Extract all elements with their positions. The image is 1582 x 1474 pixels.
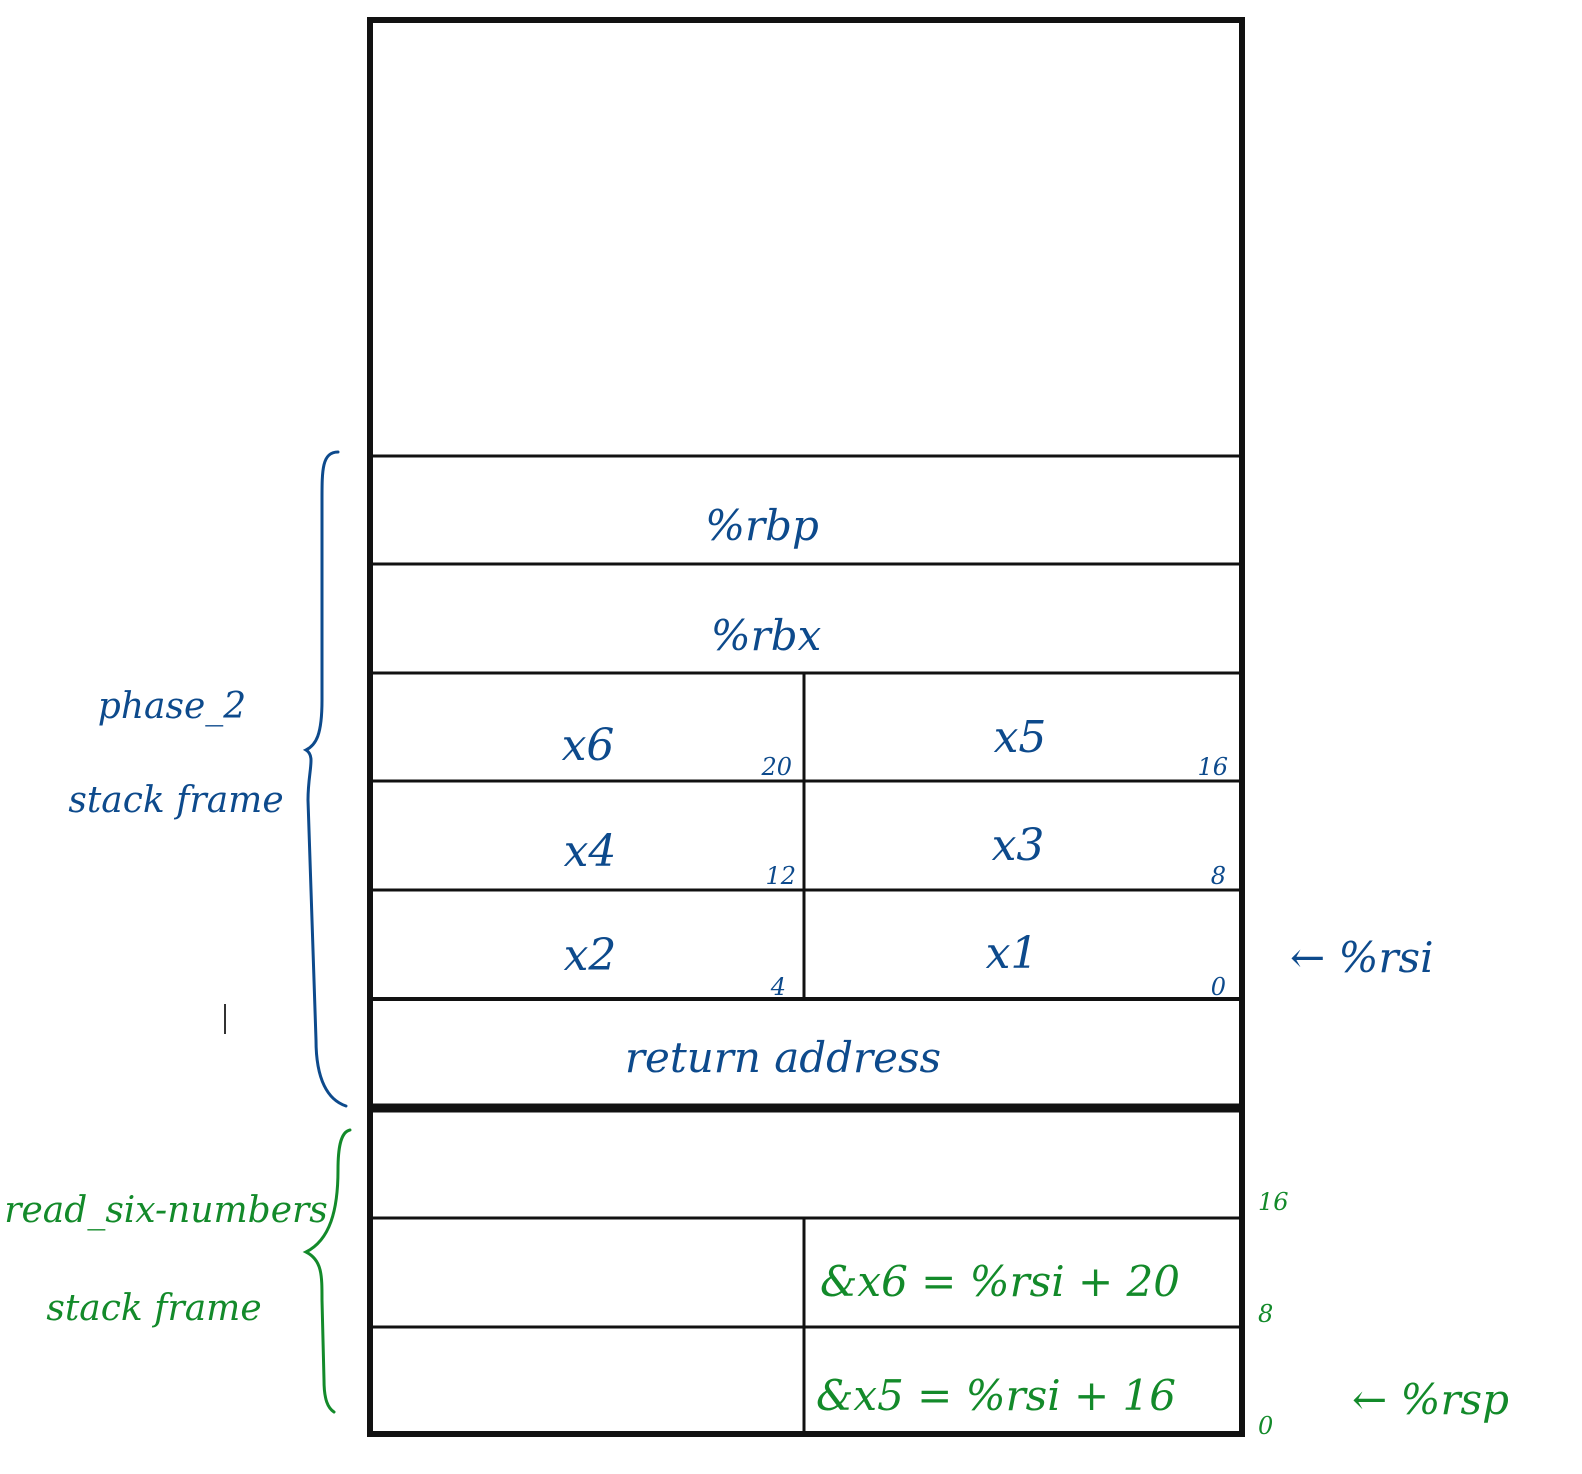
- rsn-offset-8: 8: [1258, 1300, 1273, 1328]
- phase2-frame-label-2: stack frame: [68, 780, 283, 821]
- rsn-frame-label-2: stack frame: [46, 1288, 261, 1329]
- offset-12: 12: [765, 862, 796, 890]
- x3-label: x3: [992, 820, 1045, 871]
- rsp-pointer: ← %rsp: [1352, 1375, 1509, 1424]
- offset-16: 16: [1197, 753, 1228, 781]
- rsn-frame-label: read_six-numbers: [4, 1190, 327, 1231]
- rbp-label: %rbp: [705, 501, 819, 550]
- x6-label: x6: [562, 720, 615, 771]
- x5-address-label: &x5 = %rsi + 16: [816, 1371, 1176, 1420]
- rsn-offset-16: 16: [1258, 1188, 1289, 1216]
- offset-4: 4: [770, 973, 786, 1001]
- x1-label: x1: [986, 928, 1039, 979]
- offset-8: 8: [1211, 862, 1226, 890]
- rsi-pointer: ← %rsi: [1290, 933, 1434, 982]
- rbx-label: %rbx: [711, 611, 822, 660]
- x2-label: x2: [564, 930, 617, 981]
- phase2-frame-label: phase_2: [98, 686, 246, 727]
- rsn-brace: [302, 1128, 352, 1414]
- offset-0: 0: [1211, 973, 1226, 1001]
- return-address-label: return address: [625, 1033, 941, 1082]
- phase2-brace: [302, 450, 348, 1108]
- x4-label: x4: [564, 826, 617, 877]
- offset-20: 20: [760, 753, 792, 781]
- rsn-offset-0: 0: [1258, 1412, 1273, 1440]
- stack-outline: [367, 17, 1245, 1437]
- x5-label: x5: [994, 712, 1047, 763]
- x6-address-label: &x6 = %rsi + 20: [820, 1257, 1180, 1306]
